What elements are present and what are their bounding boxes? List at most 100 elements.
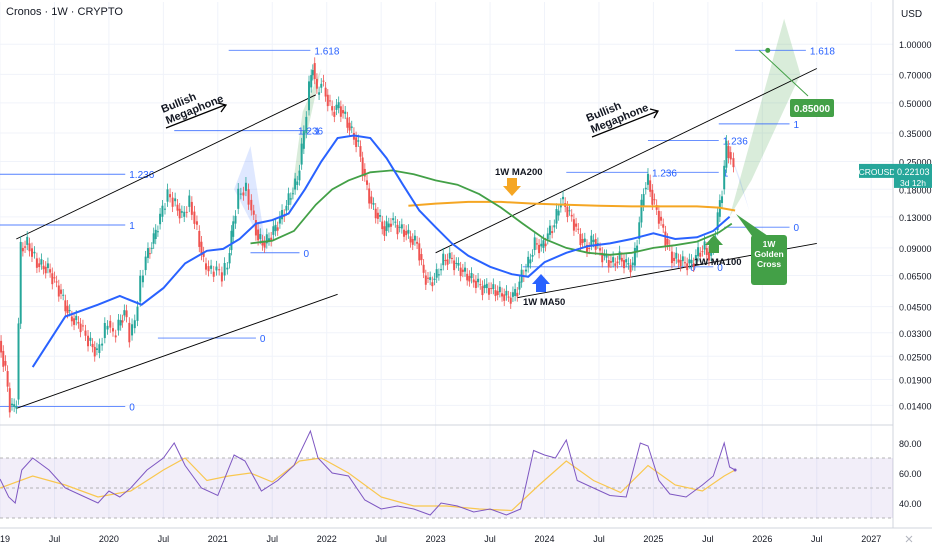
candle-body: [442, 253, 445, 266]
candle-body: [487, 288, 490, 295]
candle-body: [254, 220, 257, 236]
candle-body: [416, 241, 419, 244]
candle-body: [490, 288, 493, 290]
candle-body: [119, 320, 122, 326]
candle-body: [276, 227, 279, 231]
candle-body: [518, 281, 521, 290]
candle-body: [616, 261, 619, 264]
candle-body: [259, 234, 262, 240]
candle-body: [403, 229, 406, 237]
candle-body: [548, 225, 551, 235]
candle-body: [389, 223, 392, 227]
candle-body: [8, 388, 11, 413]
candle-body: [193, 211, 196, 224]
ma100-arrow-icon: [705, 235, 723, 253]
candle-body: [472, 279, 475, 283]
candle-body: [568, 210, 571, 212]
candle-body: [144, 256, 147, 271]
candle-body: [261, 240, 264, 246]
time-axis-tick-label: Jul: [375, 534, 387, 544]
settings-icon[interactable]: [905, 535, 913, 543]
candle-body: [93, 346, 96, 357]
candle-body: [505, 290, 508, 296]
candle-body: [310, 75, 313, 88]
candle-body: [631, 262, 634, 266]
rsi-line: [0, 429, 736, 516]
candle-body: [51, 273, 54, 285]
candle-body: [232, 221, 235, 237]
candle-body: [655, 205, 658, 210]
candle-body: [590, 235, 593, 245]
candle-body: [516, 292, 519, 297]
target-dot: [765, 47, 771, 53]
golden-cross-label: 1W Golden Cross: [754, 239, 783, 269]
candle-body: [459, 267, 462, 277]
candle-body: [372, 203, 375, 205]
candle-body: [308, 81, 311, 111]
time-axis-tick-label: Jul: [266, 534, 278, 544]
candle-body: [363, 168, 366, 177]
candle-body: [270, 237, 273, 242]
candle-body: [376, 212, 379, 219]
megaphone-arrow: [165, 102, 228, 129]
candle-body: [511, 292, 514, 297]
candle-body: [257, 229, 260, 241]
candle-body: [79, 323, 82, 333]
candle-body: [618, 251, 621, 260]
candle-body: [614, 263, 617, 266]
candle-body: [649, 180, 652, 192]
candle-body: [479, 284, 482, 286]
candle-body: [599, 248, 602, 251]
candle-body: [154, 229, 157, 240]
candle-body: [117, 319, 120, 331]
candle-body: [21, 247, 24, 252]
candle-body: [501, 293, 504, 297]
candle-body: [106, 325, 109, 330]
candle-body: [601, 252, 604, 263]
candle-body: [385, 221, 388, 231]
fractal-zone: [234, 146, 267, 253]
candle-body: [688, 259, 691, 264]
candle-body: [220, 272, 223, 282]
megaphone-arrow: [591, 108, 659, 138]
fib-level-label: 0: [303, 249, 309, 260]
candle-body: [701, 251, 704, 253]
megaphone-label: BullishMegaphone: [585, 91, 651, 136]
fib-level-label: 1: [723, 168, 729, 179]
candle-body: [424, 275, 427, 285]
candle-body: [75, 315, 78, 321]
candle-body: [514, 289, 517, 296]
candle-body: [461, 269, 464, 272]
candle-body: [435, 269, 438, 278]
candle-body: [244, 182, 247, 191]
candle-body: [670, 251, 673, 264]
candle-body: [468, 275, 471, 282]
candle-body: [103, 322, 106, 339]
candle-body: [195, 221, 198, 225]
candle-body: [156, 231, 159, 233]
candle-body: [183, 211, 186, 217]
candle-body: [368, 188, 371, 204]
candle-body: [77, 321, 80, 324]
candle-body: [73, 318, 76, 325]
candle-body: [55, 281, 58, 283]
candle-body: [42, 265, 45, 270]
candle-body: [355, 137, 358, 147]
candle-body: [409, 236, 412, 243]
candle-body: [583, 238, 586, 242]
candle-body: [398, 226, 401, 228]
candle-body: [387, 223, 390, 228]
candle-body: [342, 110, 345, 114]
megaphone-trend-line: [16, 94, 316, 240]
candle-body: [533, 237, 536, 251]
candle-body: [315, 78, 318, 89]
time-axis-tick-label: 2025: [643, 534, 663, 544]
candle-body: [294, 178, 297, 190]
fib-level-label: 0: [717, 263, 723, 274]
candle-body: [383, 226, 386, 236]
candle-body: [198, 230, 201, 247]
candle-body: [53, 277, 56, 279]
price-axis-tick-label: 0.09000: [899, 244, 932, 254]
price-axis-tick-label: 0.13000: [899, 213, 932, 223]
